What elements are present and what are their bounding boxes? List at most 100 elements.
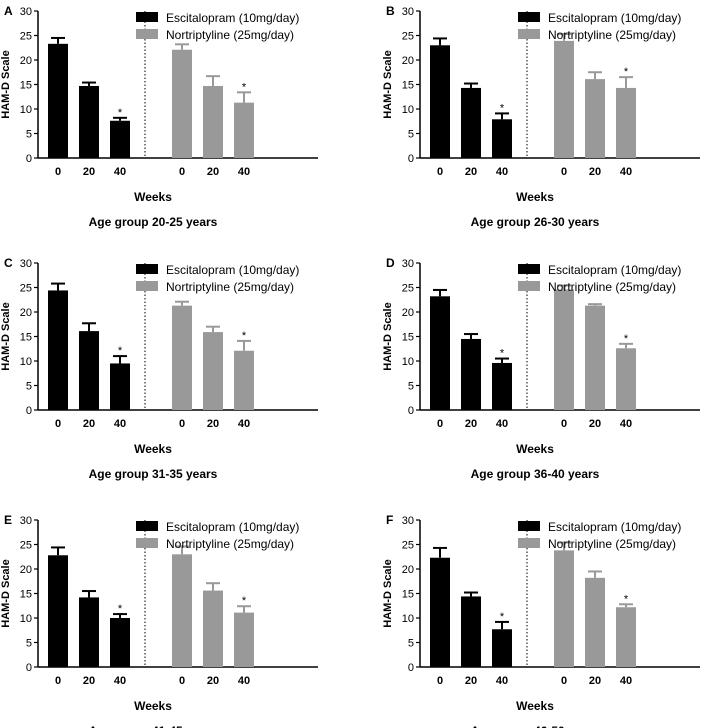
- significance-mark: *: [500, 611, 505, 623]
- panel-title: Age group 26-30 years: [471, 215, 600, 229]
- legend-swatch: [136, 538, 158, 548]
- x-tick-label: 20: [83, 166, 95, 178]
- x-tick-label: 20: [465, 166, 477, 178]
- y-tick-label: 5: [408, 381, 414, 393]
- bar: [203, 590, 223, 667]
- significance-mark: *: [118, 603, 123, 615]
- bar: [203, 332, 223, 410]
- x-tick-label: 40: [114, 166, 126, 178]
- y-tick-label: 30: [402, 258, 414, 270]
- x-tick-label: 20: [83, 418, 95, 430]
- y-tick-label: 15: [402, 332, 414, 344]
- legend-label: Nortriptyline (25mg/day): [548, 537, 676, 551]
- legend-swatch: [136, 521, 158, 531]
- bar: [554, 289, 574, 410]
- panel-a: A 0 5 10 15 20 25 30 HAM-D Scale 0 20 * 40 0 20 * 40 Week…: [0, 4, 318, 229]
- panel-label: E: [4, 513, 12, 527]
- bar: [110, 363, 130, 410]
- bar: [79, 331, 99, 410]
- legend-swatch: [136, 29, 158, 39]
- x-tick-label: 40: [114, 418, 126, 430]
- bar: [616, 607, 636, 667]
- legend-label: Nortriptyline (25mg/day): [166, 280, 294, 294]
- y-tick-label: 20: [20, 55, 32, 67]
- panel-title: Age group 36-40 years: [471, 467, 600, 481]
- significance-mark: *: [242, 330, 247, 342]
- bar: [234, 350, 254, 410]
- bar: [585, 79, 605, 158]
- legend-label: Nortriptyline (25mg/day): [548, 280, 676, 294]
- bar: [430, 296, 450, 410]
- x-tick-label: 40: [620, 675, 632, 687]
- y-tick-label: 20: [402, 55, 414, 67]
- panel-title: Age group 31-35 years: [89, 467, 218, 481]
- x-tick-label: 20: [465, 418, 477, 430]
- significance-mark: *: [118, 107, 123, 119]
- x-tick-label: 0: [55, 418, 61, 430]
- bar: [172, 305, 192, 410]
- bar: [172, 49, 192, 158]
- y-tick-label: 15: [402, 80, 414, 92]
- y-tick-label: 0: [408, 153, 414, 165]
- x-tick-label: 20: [207, 675, 219, 687]
- x-tick-label: 40: [238, 418, 250, 430]
- legend-swatch: [518, 264, 540, 274]
- legend-swatch: [518, 281, 540, 291]
- y-tick-label: 5: [408, 638, 414, 650]
- x-tick-label: 0: [437, 418, 443, 430]
- panel-e: E 0 5 10 15 20 25 30 HAM-D Scale 0 20 * 40 0 20 * 40 Week…: [0, 513, 318, 728]
- x-tick-label: 40: [496, 675, 508, 687]
- y-tick-label: 10: [20, 613, 32, 625]
- x-tick-label: 40: [238, 675, 250, 687]
- panel-f: F 0 5 10 15 20 25 30 HAM-D Scale 0 20 * 40 0 20 * 40 Week…: [382, 513, 700, 728]
- significance-mark: *: [118, 345, 123, 357]
- bar: [616, 87, 636, 158]
- bar: [172, 554, 192, 667]
- x-tick-label: 20: [589, 418, 601, 430]
- bar: [461, 338, 481, 410]
- legend-label: Escitalopram (10mg/day): [548, 263, 681, 277]
- y-tick-label: 15: [20, 80, 32, 92]
- significance-mark: *: [242, 595, 247, 607]
- y-tick-label: 15: [20, 332, 32, 344]
- y-axis-label: HAM-D Scale: [382, 559, 394, 627]
- x-tick-label: 20: [207, 418, 219, 430]
- panel-c: C 0 5 10 15 20 25 30 HAM-D Scale 0 20 * 40 0 20 * 40 Week…: [0, 256, 318, 481]
- bar: [234, 612, 254, 667]
- y-tick-label: 25: [402, 283, 414, 295]
- panel-label: B: [386, 4, 395, 18]
- bar: [492, 119, 512, 158]
- x-tick-label: 0: [561, 166, 567, 178]
- x-tick-label: 40: [620, 418, 632, 430]
- bar: [554, 40, 574, 158]
- y-tick-label: 25: [402, 540, 414, 552]
- x-tick-label: 0: [55, 675, 61, 687]
- x-axis-label: Weeks: [516, 699, 554, 713]
- panel-label: C: [4, 256, 13, 270]
- y-tick-label: 30: [402, 6, 414, 18]
- y-tick-label: 0: [26, 153, 32, 165]
- legend-label: Escitalopram (10mg/day): [166, 520, 299, 534]
- panel-title: Age group 46-50 years: [471, 724, 600, 728]
- x-axis-label: Weeks: [134, 190, 172, 204]
- bar: [48, 43, 68, 158]
- x-tick-label: 0: [561, 418, 567, 430]
- y-tick-label: 25: [402, 31, 414, 43]
- x-axis-label: Weeks: [516, 190, 554, 204]
- panel-d: D 0 5 10 15 20 25 30 HAM-D Scale 0 20 * 40 0 20 * 40 Week…: [382, 256, 700, 481]
- bar: [79, 597, 99, 667]
- y-tick-label: 0: [408, 662, 414, 674]
- x-tick-label: 40: [238, 166, 250, 178]
- y-tick-label: 25: [20, 283, 32, 295]
- bar: [461, 87, 481, 158]
- legend-swatch: [136, 12, 158, 22]
- y-tick-label: 5: [26, 638, 32, 650]
- bar: [79, 85, 99, 158]
- legend-label: Nortriptyline (25mg/day): [166, 28, 294, 42]
- x-tick-label: 20: [589, 675, 601, 687]
- y-tick-label: 20: [20, 307, 32, 319]
- x-tick-label: 0: [437, 166, 443, 178]
- x-axis-label: Weeks: [134, 442, 172, 456]
- y-axis-label: HAM-D Scale: [0, 559, 12, 627]
